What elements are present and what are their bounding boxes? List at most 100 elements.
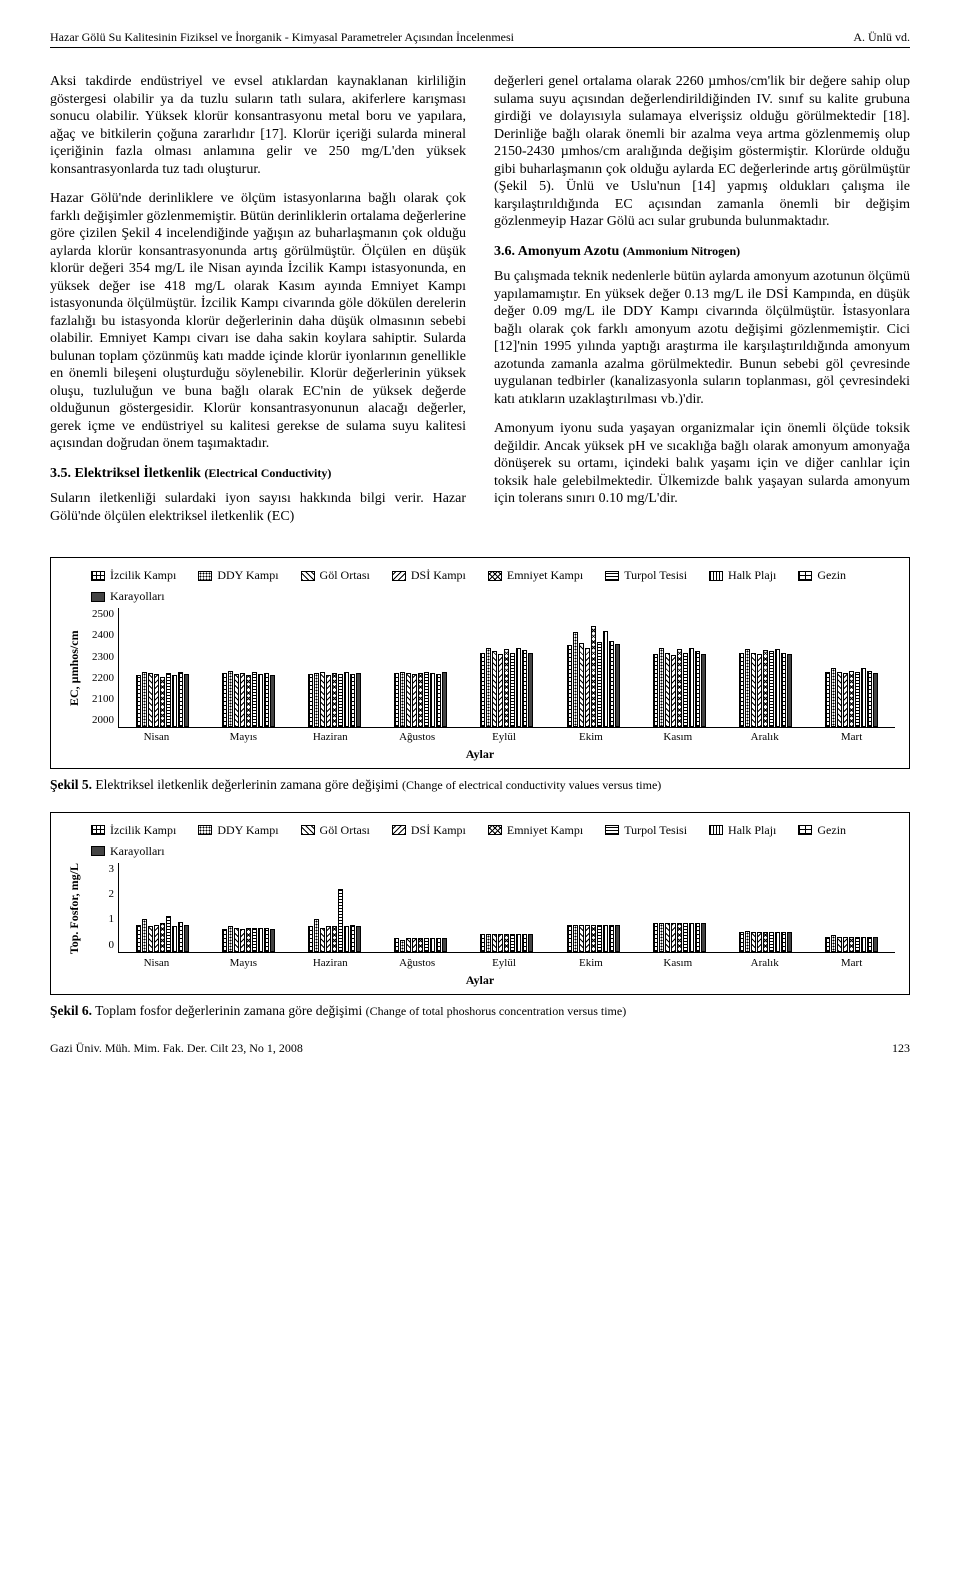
- bar: [252, 672, 257, 727]
- legend-item: Gezin: [798, 568, 846, 583]
- bar: [528, 653, 533, 727]
- bar: [356, 673, 361, 727]
- bar: [751, 653, 756, 727]
- bar: [172, 675, 177, 727]
- fig6-plot: [118, 863, 895, 953]
- bar-group: [550, 925, 636, 952]
- bar: [308, 926, 313, 952]
- bar: [843, 937, 848, 952]
- figure-6-box: İzcilik KampıDDY KampıGöl OrtasıDSİ Kamp…: [50, 812, 910, 995]
- bar: [677, 923, 682, 952]
- bar: [763, 650, 768, 727]
- bar: [615, 644, 620, 727]
- page-footer: Gazi Üniv. Müh. Mim. Fak. Der. Cilt 23, …: [50, 1041, 910, 1056]
- legend-swatch: [392, 571, 406, 581]
- bar: [258, 674, 263, 727]
- x-tick: Eylül: [461, 728, 548, 745]
- bar: [775, 649, 780, 727]
- bar: [148, 673, 153, 727]
- x-tick: Aralık: [721, 954, 808, 971]
- legend-swatch: [392, 825, 406, 835]
- bar: [603, 631, 608, 727]
- bar: [240, 929, 245, 952]
- para-l1: Aksi takdirde endüstriyel ve evsel atıkl…: [50, 73, 466, 178]
- bar: [246, 675, 251, 727]
- bar: [522, 934, 527, 952]
- legend-item: Turpol Tesisi: [605, 568, 687, 583]
- x-tick: Mayıs: [200, 954, 287, 971]
- figure-6-legend: İzcilik KampıDDY KampıGöl OrtasıDSİ Kamp…: [65, 823, 895, 859]
- bar: [498, 654, 503, 727]
- y-tick: 2500: [84, 608, 114, 622]
- bar: [695, 923, 700, 952]
- bar: [178, 922, 183, 952]
- bar: [873, 937, 878, 952]
- x-tick: Ağustos: [374, 728, 461, 745]
- bar: [609, 641, 614, 727]
- fig6-caption-label: Şekil 6.: [50, 1003, 92, 1018]
- legend-item: DSİ Kampı: [392, 568, 466, 583]
- bar: [757, 654, 762, 727]
- bar-group: [119, 916, 205, 952]
- bar: [326, 926, 331, 952]
- legend-label: Halk Plajı: [728, 823, 776, 838]
- bar: [228, 671, 233, 727]
- header-title: Hazar Gölü Su Kalitesinin Fiziksel ve İn…: [50, 30, 514, 45]
- bar: [166, 673, 171, 727]
- figure-6-caption: Şekil 6. Toplam fosfor değerlerinin zama…: [50, 1003, 910, 1020]
- x-tick: Ekim: [547, 954, 634, 971]
- legend-swatch: [798, 571, 812, 581]
- y-tick: 2000: [84, 714, 114, 728]
- h35-paren: (Electrical Conductivity): [204, 466, 331, 480]
- fig5-x-title: Aylar: [65, 747, 895, 762]
- para-r1: değerleri genel ortalama olarak 2260 µmh…: [494, 73, 910, 231]
- bar: [861, 668, 866, 727]
- legend-swatch: [605, 825, 619, 835]
- bar: [751, 932, 756, 952]
- bar: [418, 938, 423, 952]
- bar: [787, 932, 792, 952]
- h36-paren: (Ammonium Nitrogen): [623, 244, 740, 258]
- bar: [701, 923, 706, 952]
- legend-swatch: [709, 825, 723, 835]
- legend-label: Göl Ortası: [320, 823, 370, 838]
- figure-5-box: İzcilik KampıDDY KampıGöl OrtasıDSİ Kamp…: [50, 557, 910, 769]
- fig6-x-title: Aylar: [65, 973, 895, 988]
- y-tick: 0: [84, 939, 114, 953]
- bar: [332, 926, 337, 952]
- bar: [222, 929, 227, 952]
- h36-text: 3.6. Amonyum Azotu: [494, 244, 619, 259]
- bar: [855, 672, 860, 727]
- x-tick: Ekim: [547, 728, 634, 745]
- bar: [837, 672, 842, 727]
- y-tick: 2400: [84, 629, 114, 643]
- bar: [412, 674, 417, 727]
- fig5-plot: [118, 608, 895, 728]
- bar: [510, 653, 515, 727]
- legend-label: Emniyet Kampı: [507, 568, 583, 583]
- bar: [252, 928, 257, 952]
- legend-item: DSİ Kampı: [392, 823, 466, 838]
- heading-3-5: 3.5. Elektriksel İletkenlik (Electrical …: [50, 465, 466, 483]
- bar: [406, 938, 411, 952]
- bar: [436, 938, 441, 952]
- legend-swatch: [91, 846, 105, 856]
- left-column: Aksi takdirde endüstriyel ve evsel atıkl…: [50, 73, 466, 537]
- legend-swatch: [301, 571, 315, 581]
- bar: [344, 926, 349, 952]
- bar: [142, 919, 147, 952]
- bar-group: [119, 672, 205, 727]
- x-tick: Haziran: [287, 728, 374, 745]
- figure-5-caption: Şekil 5. Elektriksel iletkenlik değerler…: [50, 777, 910, 794]
- bar: [683, 653, 688, 727]
- bar: [492, 651, 497, 727]
- bar: [861, 937, 866, 952]
- bar: [356, 926, 361, 952]
- bar-group: [723, 931, 809, 952]
- bar: [338, 889, 343, 952]
- bar-group: [636, 923, 722, 952]
- bar-group: [636, 648, 722, 727]
- x-tick: Ağustos: [374, 954, 461, 971]
- bar: [677, 649, 682, 727]
- bar-group: [378, 672, 464, 727]
